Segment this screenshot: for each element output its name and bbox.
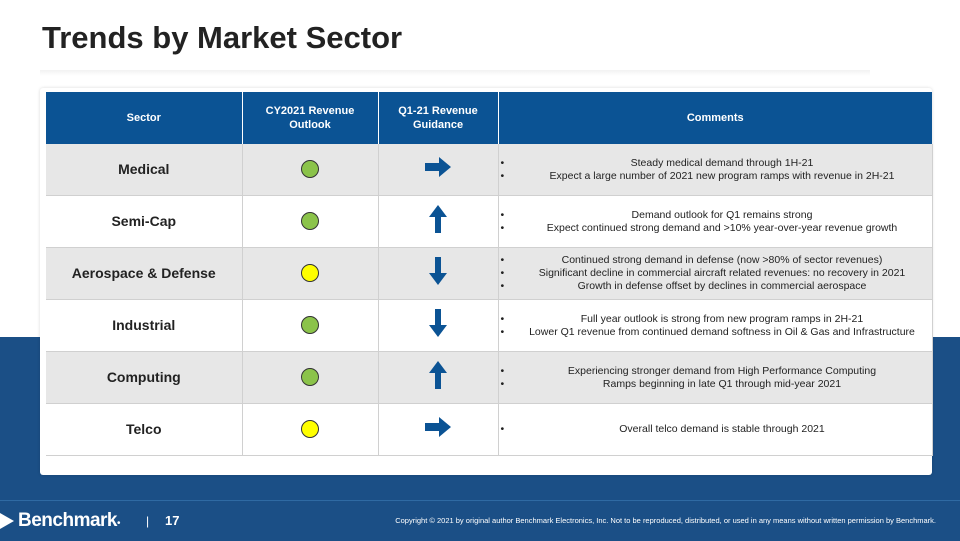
comments-list: Continued strong demand in defense (now …	[499, 254, 932, 293]
comment-item: Overall telco demand is stable through 2…	[499, 423, 932, 436]
table-row: Computing Experiencing stronger demand fr…	[46, 351, 933, 404]
benchmark-logo: Benchmark •	[0, 510, 121, 532]
comments-cell: Continued strong demand in defense (now …	[498, 247, 933, 300]
sector-table: Sector CY2021 Revenue Outlook Q1-21 Reve…	[46, 92, 933, 456]
sector-name: Semi-Cap	[111, 212, 177, 229]
table-row: Medical Steady medical demand through 1H-…	[46, 144, 933, 196]
comments-list: Demand outlook for Q1 remains strongExpe…	[499, 209, 932, 235]
sector-cell: Industrial	[46, 299, 243, 352]
sector-name: Medical	[118, 160, 170, 177]
comment-item: Full year outlook is strong from new pro…	[499, 313, 932, 326]
comment-item: Experiencing stronger demand from High P…	[499, 365, 932, 378]
slide-title: Trends by Market Sector	[42, 20, 403, 55]
comments-cell: Experiencing stronger demand from High P…	[498, 351, 933, 404]
comments-cell: Overall telco demand is stable through 2…	[498, 403, 933, 456]
outlook-cell	[242, 144, 379, 196]
guidance-cell	[378, 403, 499, 456]
sector-cell: Aerospace & Defense	[46, 247, 243, 300]
outlook-cell	[242, 195, 379, 248]
comment-item: Expect a large number of 2021 new progra…	[499, 170, 932, 183]
copyright-notice: Copyright © 2021 by original author Benc…	[395, 516, 936, 525]
page-number: 17	[165, 513, 180, 528]
header-sector: Sector	[46, 92, 243, 144]
comments-cell: Demand outlook for Q1 remains strongExpe…	[498, 195, 933, 248]
table-row: Semi-Cap Demand outlook for Q1 remains st…	[46, 195, 933, 248]
arrow-right-icon	[425, 157, 451, 182]
table-row: Aerospace & Defense Continued strong dema…	[46, 247, 933, 300]
sector-cell: Medical	[46, 144, 243, 196]
comment-item: Continued strong demand in defense (now …	[499, 254, 932, 267]
outlook-cell	[242, 299, 379, 352]
sector-name: Aerospace & Defense	[71, 264, 216, 281]
comment-item: Demand outlook for Q1 remains strong	[499, 209, 932, 222]
sector-cell: Computing	[46, 351, 243, 404]
guidance-cell	[378, 144, 499, 196]
comment-item: Significant decline in commercial aircra…	[499, 267, 932, 280]
comments-list: Full year outlook is strong from new pro…	[499, 313, 932, 339]
comment-item: Ramps beginning in late Q1 through mid-y…	[499, 378, 932, 391]
footer-bar	[0, 500, 960, 541]
header-comments: Comments	[498, 92, 932, 144]
comments-cell: Full year outlook is strong from new pro…	[498, 299, 933, 352]
table-row: Telco Overall telco demand is stable thro…	[46, 403, 933, 456]
footer-separator: |	[146, 514, 150, 528]
outlook-green-dot-icon	[301, 316, 319, 335]
guidance-cell	[378, 351, 499, 404]
header-guidance: Q1-21 Revenue Guidance	[378, 92, 499, 144]
comments-list: Steady medical demand through 1H-21Expec…	[499, 157, 932, 183]
comment-item: Steady medical demand through 1H-21	[499, 157, 932, 170]
arrow-right-icon	[425, 417, 451, 442]
outlook-cell	[242, 247, 379, 300]
sector-name: Telco	[125, 420, 162, 437]
comment-item: Growth in defense offset by declines in …	[499, 280, 932, 293]
sector-name: Computing	[106, 368, 181, 385]
arrow-up-icon	[429, 205, 447, 238]
comments-cell: Steady medical demand through 1H-21Expec…	[498, 144, 933, 196]
outlook-cell	[242, 403, 379, 456]
comment-item: Expect continued strong demand and >10% …	[499, 222, 932, 235]
table-card: Sector CY2021 Revenue Outlook Q1-21 Reve…	[40, 88, 933, 475]
outlook-yellow-dot-icon	[301, 420, 319, 439]
outlook-cell	[242, 351, 379, 404]
logo-text: Benchmark	[18, 510, 118, 531]
logo-dot-icon: •	[117, 518, 121, 529]
table-header-row: Sector CY2021 Revenue Outlook Q1-21 Reve…	[46, 92, 932, 144]
arrow-up-icon	[429, 361, 447, 394]
outlook-green-dot-icon	[301, 368, 319, 387]
table-row: Industrial Full year outlook is strong fr…	[46, 299, 933, 352]
outlook-green-dot-icon	[301, 160, 319, 179]
guidance-cell	[378, 195, 499, 248]
arrow-down-icon	[429, 309, 447, 342]
comments-list: Overall telco demand is stable through 2…	[499, 423, 932, 436]
table-body: Medical Steady medical demand through 1H-…	[46, 144, 933, 456]
arrow-down-icon	[429, 257, 447, 290]
title-divider	[40, 70, 870, 76]
guidance-cell	[378, 299, 499, 352]
logo-arrow-icon	[0, 513, 14, 529]
outlook-yellow-dot-icon	[301, 264, 319, 283]
comments-list: Experiencing stronger demand from High P…	[499, 365, 932, 391]
outlook-green-dot-icon	[301, 212, 319, 231]
guidance-cell	[378, 247, 499, 300]
comment-item: Lower Q1 revenue from continued demand s…	[499, 326, 932, 339]
sector-name: Industrial	[112, 316, 176, 333]
sector-cell: Semi-Cap	[46, 195, 243, 248]
header-outlook: CY2021 Revenue Outlook	[242, 92, 379, 144]
sector-cell: Telco	[46, 403, 243, 456]
